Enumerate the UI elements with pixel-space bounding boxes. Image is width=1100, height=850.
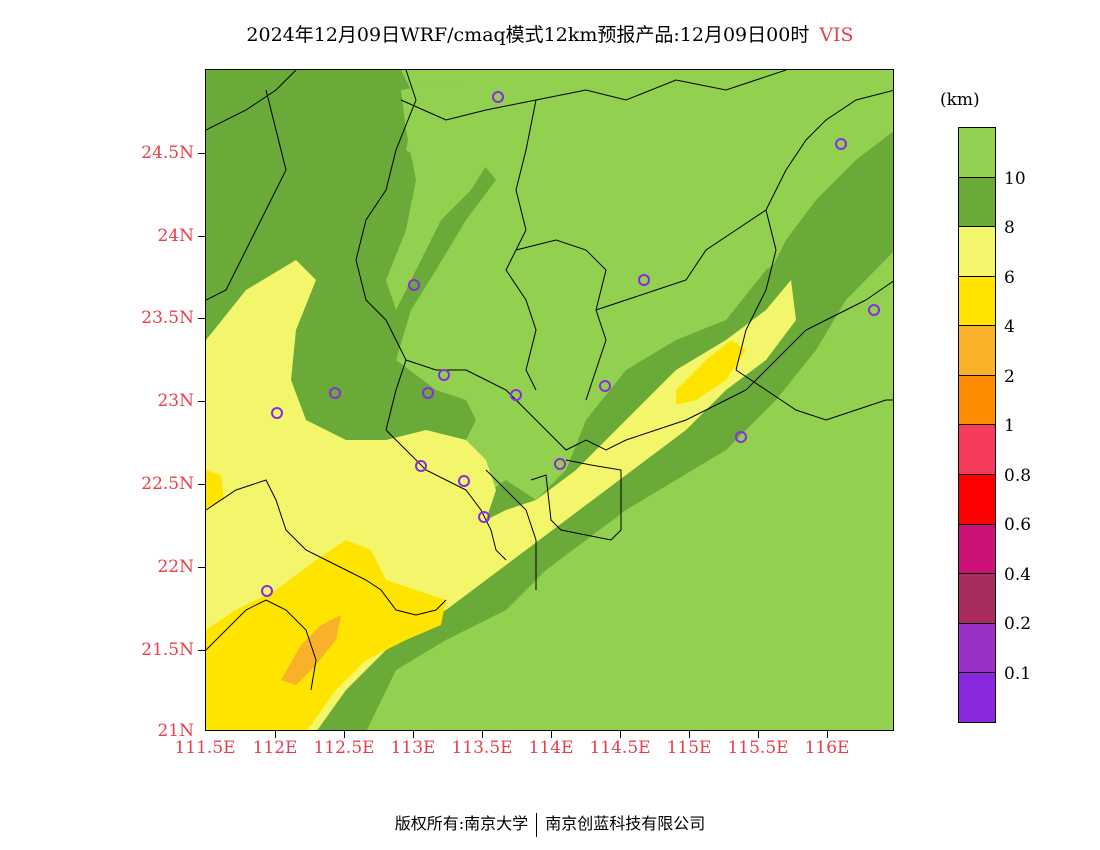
station-marker bbox=[638, 274, 650, 286]
vis-4-6-west bbox=[206, 470, 224, 508]
legend-swatch bbox=[959, 524, 995, 575]
title-main: 2024年12月09日WRF/cmaq模式12km预报产品:12月09日00时 bbox=[246, 24, 810, 46]
station-marker bbox=[422, 387, 434, 399]
lat-tick bbox=[198, 153, 205, 154]
lon-label: 112.5E bbox=[313, 738, 375, 758]
station-marker bbox=[329, 387, 341, 399]
legend-label: 0.8 bbox=[1004, 466, 1032, 486]
legend-swatch bbox=[959, 623, 995, 674]
legend-label: 0.4 bbox=[1004, 565, 1032, 585]
station-marker bbox=[510, 389, 522, 401]
lon-tick bbox=[482, 731, 483, 738]
lat-tick bbox=[198, 567, 205, 568]
station-marker bbox=[868, 304, 880, 316]
legend-swatch bbox=[959, 177, 995, 228]
lon-label: 111.5E bbox=[174, 738, 236, 758]
legend-swatch bbox=[959, 276, 995, 327]
vis-gt10-pocket bbox=[386, 80, 506, 310]
legend-label: 0.2 bbox=[1004, 614, 1032, 634]
station-marker bbox=[415, 460, 427, 472]
title-variable: VIS bbox=[819, 24, 854, 46]
station-marker bbox=[261, 585, 273, 597]
lat-label: 22N bbox=[157, 557, 194, 577]
lon-tick bbox=[551, 731, 552, 738]
lat-label: 24N bbox=[157, 226, 194, 246]
legend-unit: (km) bbox=[940, 90, 980, 110]
legend-swatch bbox=[959, 673, 995, 722]
lat-tick bbox=[198, 484, 205, 485]
legend-label: 2 bbox=[1004, 367, 1015, 387]
lon-label: 113E bbox=[390, 738, 436, 758]
lat-label: 21.5N bbox=[141, 640, 194, 660]
station-marker bbox=[735, 431, 747, 443]
footer-company: 南京创蓝科技有限公司 bbox=[545, 814, 706, 833]
footer-copyright: 版权所有:南京大学 bbox=[394, 814, 529, 833]
station-marker bbox=[492, 91, 504, 103]
visibility-map bbox=[206, 70, 893, 730]
lat-label: 22.5N bbox=[141, 474, 194, 494]
legend-label: 0.6 bbox=[1004, 515, 1032, 535]
lat-tick bbox=[198, 401, 205, 402]
station-marker bbox=[408, 279, 420, 291]
lon-label: 116E bbox=[804, 738, 850, 758]
vis-gt10-pocket-2 bbox=[466, 360, 546, 430]
lon-label: 114.5E bbox=[589, 738, 651, 758]
legend-swatch bbox=[959, 128, 995, 178]
station-marker bbox=[458, 475, 470, 487]
legend-swatch bbox=[959, 574, 995, 624]
legend-swatch bbox=[959, 425, 995, 476]
lat-tick bbox=[198, 236, 205, 237]
legend-label: 4 bbox=[1004, 317, 1015, 337]
lat-label: 23.5N bbox=[141, 308, 194, 328]
lon-tick bbox=[620, 731, 621, 738]
legend-swatch bbox=[959, 326, 995, 376]
lon-label: 115E bbox=[666, 738, 712, 758]
lat-label: 23N bbox=[157, 391, 194, 411]
lon-tick bbox=[344, 731, 345, 738]
map-panel bbox=[205, 69, 894, 731]
lon-tick bbox=[758, 731, 759, 738]
station-markers bbox=[261, 91, 880, 597]
legend-label: 1 bbox=[1004, 416, 1015, 436]
boundary-lines bbox=[206, 70, 893, 691]
legend-swatch bbox=[959, 227, 995, 277]
legend-label: 6 bbox=[1004, 268, 1015, 288]
lat-label: 24.5N bbox=[141, 143, 194, 163]
station-marker bbox=[478, 511, 490, 523]
station-marker bbox=[835, 138, 847, 150]
lat-tick bbox=[198, 650, 205, 651]
legend-swatch bbox=[959, 475, 995, 525]
vis-2-4-area bbox=[281, 615, 341, 685]
lon-tick bbox=[827, 731, 828, 738]
lat-tick bbox=[198, 318, 205, 319]
lon-label: 113.5E bbox=[451, 738, 513, 758]
lat-label: 21N bbox=[157, 721, 194, 741]
footer: 版权所有:南京大学 南京创蓝科技有限公司 bbox=[0, 810, 1100, 837]
legend-label: 0.1 bbox=[1004, 664, 1032, 684]
lon-tick bbox=[413, 731, 414, 738]
lon-label: 115.5E bbox=[727, 738, 789, 758]
vis-8-10-northeast bbox=[751, 131, 893, 310]
lon-label: 112E bbox=[252, 738, 298, 758]
station-marker bbox=[271, 407, 283, 419]
lon-tick bbox=[689, 731, 690, 738]
station-marker bbox=[599, 380, 611, 392]
lon-tick bbox=[275, 731, 276, 738]
legend-swatch bbox=[959, 375, 995, 426]
page-title: 2024年12月09日WRF/cmaq模式12km预报产品:12月09日00时 V… bbox=[0, 20, 1100, 47]
footer-divider bbox=[536, 812, 538, 837]
station-marker bbox=[554, 458, 566, 470]
lon-label: 114E bbox=[528, 738, 574, 758]
legend-label: 8 bbox=[1004, 218, 1015, 238]
color-legend bbox=[958, 127, 996, 723]
station-marker bbox=[438, 369, 450, 381]
vis-4-6-coastal bbox=[676, 340, 746, 405]
legend-label: 10 bbox=[1004, 169, 1026, 189]
